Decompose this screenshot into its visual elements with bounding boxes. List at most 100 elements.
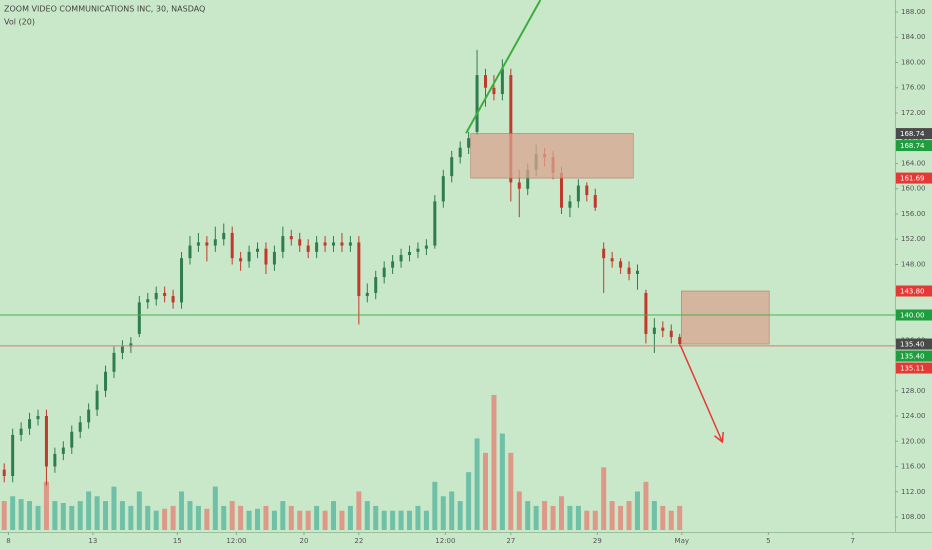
volume-bar — [609, 501, 615, 530]
candle-body — [509, 75, 513, 183]
candle-body — [129, 343, 133, 347]
x-tick-label: May — [675, 537, 689, 545]
volume-bar — [575, 505, 581, 530]
x-tick-label: 8 — [6, 537, 10, 545]
y-tick-label: 148.00 — [901, 261, 926, 269]
candle-body — [70, 431, 74, 448]
candle-body — [11, 434, 15, 476]
volume-bar — [508, 452, 514, 530]
candle-body — [222, 232, 226, 240]
x-tick-label: 5 — [766, 537, 770, 545]
candle-body — [154, 292, 158, 300]
y-tick-label: 160.00 — [901, 185, 926, 193]
candle-body — [585, 185, 589, 196]
volume-bar — [474, 438, 480, 530]
volume-bar — [516, 491, 522, 530]
volume-bar — [660, 505, 666, 530]
volume-bar — [525, 501, 531, 530]
x-tick-label: 27 — [506, 537, 515, 545]
volume-bar — [457, 501, 463, 530]
candle-body — [424, 245, 428, 249]
volume-bar — [153, 510, 159, 530]
y-tick-label: 184.00 — [901, 33, 926, 41]
y-tick-label: 128.00 — [901, 387, 926, 395]
candle-body — [104, 371, 108, 391]
volume-bar — [229, 501, 235, 530]
candle-body — [441, 176, 445, 202]
candle-body — [171, 296, 175, 303]
volume-bar — [204, 508, 210, 530]
price-tag-label: 135.11 — [900, 365, 925, 373]
candle-body — [315, 242, 319, 252]
candle-body — [28, 419, 32, 429]
volume-bar — [331, 501, 337, 530]
volume-bar — [271, 510, 277, 530]
y-tick-label: 116.00 — [901, 463, 926, 471]
volume-bar — [373, 505, 379, 530]
candle-body — [475, 75, 479, 132]
candle-body — [382, 267, 386, 278]
volume-bar — [677, 505, 683, 530]
candle-body — [517, 182, 521, 189]
candle-body — [661, 327, 665, 331]
candle-body — [559, 172, 563, 208]
candle-body — [576, 185, 580, 202]
y-tick-label: 176.00 — [901, 84, 926, 92]
candle-body — [205, 242, 209, 246]
candle-body — [348, 242, 352, 246]
volume-bar — [567, 505, 573, 530]
volume-bar — [35, 505, 41, 530]
volume-bar — [305, 510, 311, 530]
volume-bar — [60, 503, 66, 530]
volume-bar — [466, 472, 472, 530]
candle-body — [44, 416, 48, 467]
volume-bar — [651, 501, 657, 530]
volume-bar — [432, 481, 438, 530]
candle-body — [450, 157, 454, 177]
volume-bar — [449, 491, 455, 530]
volume-bar — [221, 505, 227, 530]
candle-body — [289, 236, 293, 240]
candle-body — [36, 416, 40, 420]
y-tick-label: 108.00 — [901, 513, 926, 521]
candle-body — [467, 138, 471, 148]
candle-body — [298, 239, 302, 246]
candle-body — [492, 87, 496, 95]
price-tag — [896, 338, 932, 350]
volume-bar — [533, 505, 539, 530]
price-tag-label: 143.80 — [900, 288, 925, 296]
volume-bar — [550, 505, 556, 530]
candle-body — [264, 248, 268, 265]
volume-bar — [626, 501, 632, 530]
candle-body — [568, 201, 572, 208]
candle-body — [619, 261, 623, 268]
zone — [681, 290, 770, 345]
volume-bar — [195, 505, 201, 530]
price-tag-label: 135.40 — [900, 353, 925, 361]
price-tag-label: 161.69 — [900, 175, 925, 183]
candle-body — [323, 242, 327, 246]
candle-body — [95, 390, 99, 410]
volume-bar — [322, 510, 328, 530]
volume-bar — [128, 505, 134, 530]
volume-bar — [179, 491, 185, 530]
volume-bar — [1, 501, 7, 530]
volume-bar — [381, 510, 387, 530]
candle-body — [120, 346, 124, 353]
candle-body — [239, 258, 243, 262]
candle-body — [188, 245, 192, 259]
candle-body — [137, 302, 141, 334]
volume-bar — [86, 491, 92, 530]
candle-body — [112, 352, 116, 372]
candle-body — [433, 201, 437, 246]
volume-bar — [170, 505, 176, 530]
candle-body — [374, 277, 378, 293]
candle-body — [593, 195, 597, 208]
volume-bar — [255, 508, 261, 530]
price-tag — [896, 285, 932, 297]
volume-bar — [592, 510, 598, 530]
volume-bar — [187, 501, 193, 530]
candle-body — [78, 422, 82, 432]
candle-body — [669, 330, 673, 338]
volume-bar — [10, 496, 16, 530]
